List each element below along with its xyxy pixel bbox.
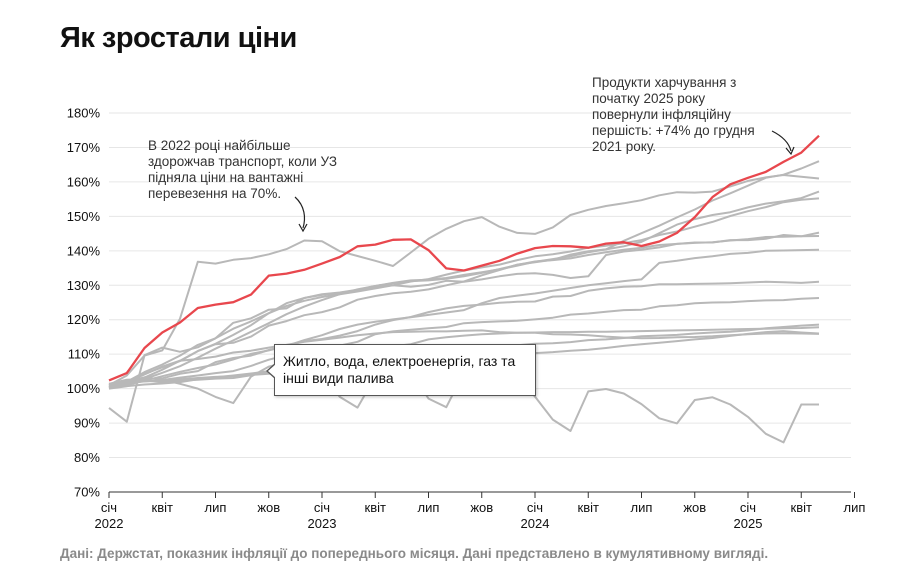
- series-line-1: [108, 174, 820, 387]
- source-note: Дані: Держстат, показник інфляції до поп…: [60, 546, 769, 561]
- series-line-12: [108, 326, 820, 386]
- y-tick-label: 170%: [67, 140, 101, 155]
- grid-lines: [109, 112, 851, 493]
- x-tick-label: квіт: [791, 500, 812, 515]
- series-line-11: [108, 329, 820, 388]
- x-year-label: 2025: [734, 516, 763, 531]
- x-tick-label: жов: [257, 500, 280, 515]
- y-tick-label: 70%: [74, 485, 100, 500]
- annotation-arrow-left: [294, 196, 306, 229]
- series-line-8: [108, 280, 820, 385]
- annotation-arrow-left-head: [298, 223, 308, 233]
- page-title: Як зростали ціни: [60, 22, 297, 54]
- series-line-food: [108, 134, 820, 382]
- tooltip: Житло, вода, електроенергія, газ та інші…: [266, 344, 536, 396]
- y-tick-label: 100%: [67, 381, 101, 396]
- x-tick-label: жов: [683, 500, 706, 515]
- x-tick-label: квіт: [578, 500, 599, 515]
- x-year-label: 2022: [95, 516, 124, 531]
- y-axis: 70% 80% 90% 100% 110% 120% 130% 140% 150% 160% 170…: [67, 106, 101, 500]
- x-tick-label: квіт: [152, 500, 173, 515]
- y-tick-label: 140%: [67, 243, 101, 258]
- x-tick-label: січ: [101, 500, 117, 515]
- series-line-7: [108, 231, 820, 423]
- x-year-label: 2024: [521, 516, 550, 531]
- x-tick-label: січ: [527, 500, 543, 515]
- y-tick-label: 160%: [67, 174, 101, 189]
- y-tick-label: 150%: [67, 209, 101, 224]
- annotation-transport: В 2022 році найбільше здорожчав транспор…: [148, 138, 337, 201]
- annotation-arrow-right-head: [785, 146, 795, 156]
- y-tick-label: 180%: [67, 106, 101, 121]
- x-tick-label: жов: [470, 500, 493, 515]
- series-lines: [108, 160, 820, 444]
- y-tick-label: 110%: [68, 347, 101, 362]
- series-line-6: [108, 248, 820, 389]
- x-tick-label: січ: [740, 500, 756, 515]
- y-tick-label: 120%: [67, 312, 101, 327]
- x-tick-label: січ: [314, 500, 330, 515]
- x-year-label: 2023: [308, 516, 337, 531]
- series-line-9: [108, 297, 820, 390]
- x-tick-label: лип: [205, 500, 227, 515]
- highlight-series: [108, 134, 820, 382]
- series-line-3: [108, 190, 820, 389]
- x-tick-label: лип: [631, 500, 653, 515]
- annotation-arrows: [294, 130, 795, 233]
- y-tick-label: 80%: [74, 450, 100, 465]
- y-tick-label: 130%: [67, 278, 101, 293]
- x-tick-label: лип: [418, 500, 440, 515]
- x-tick-label: лип: [844, 500, 866, 515]
- y-tick-label: 90%: [74, 416, 100, 431]
- x-tick-label: квіт: [365, 500, 386, 515]
- annotation-arrow-right: [771, 130, 792, 152]
- annotation-food: Продукти харчування з початку 2025 року …: [592, 75, 755, 154]
